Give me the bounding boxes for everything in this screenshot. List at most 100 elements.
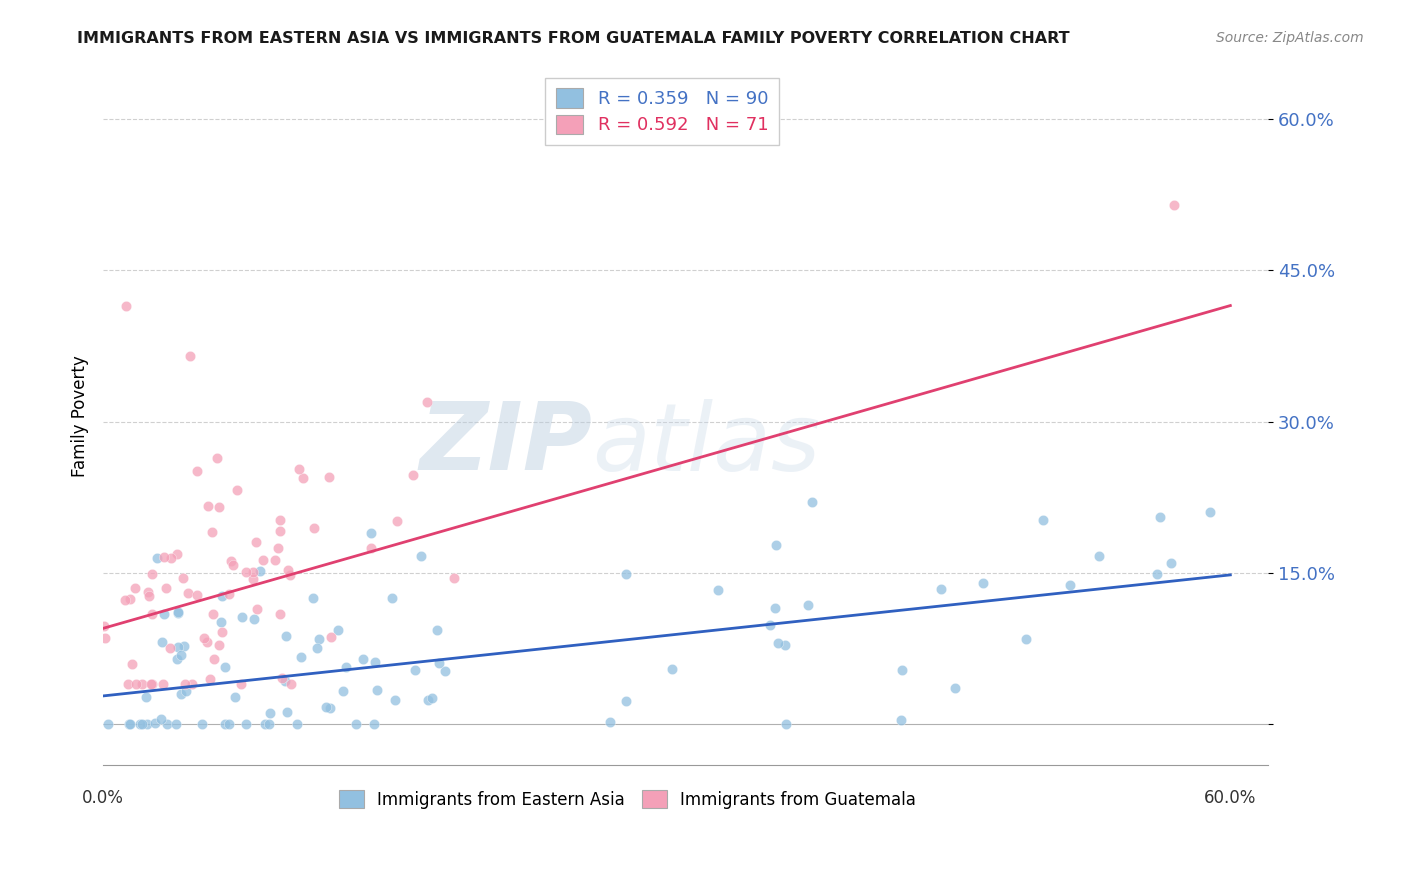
Point [434, 665, 457, 679]
Point [121, 657, 143, 671]
Point [153, 549, 176, 564]
Point [1032, 513, 1054, 527]
Point [167, 640, 190, 655]
Point [166, 651, 188, 665]
Point [218, 717, 240, 731]
Point [765, 538, 787, 552]
Point [706, 583, 728, 598]
Point [972, 576, 994, 591]
Point [344, 717, 367, 731]
Point [146, 551, 169, 566]
Point [136, 585, 159, 599]
Point [186, 464, 208, 478]
Point [270, 671, 292, 685]
Point [443, 571, 465, 585]
Point [616, 694, 638, 708]
Text: atlas: atlas [592, 399, 821, 490]
Point [97, 717, 120, 731]
Point [150, 712, 173, 726]
Point [420, 691, 443, 706]
Point [763, 601, 786, 615]
Point [155, 581, 177, 595]
Point [264, 553, 287, 567]
Point [173, 640, 195, 654]
Point [153, 607, 176, 622]
Point [301, 591, 323, 606]
Point [202, 607, 225, 622]
Point [193, 631, 215, 645]
Point [150, 634, 173, 648]
Point [773, 638, 796, 652]
Point [114, 592, 136, 607]
Point [93, 631, 115, 645]
Point [141, 607, 163, 621]
Point [661, 662, 683, 676]
Point [172, 571, 194, 585]
Point [225, 483, 247, 497]
Point [165, 717, 187, 731]
Point [174, 677, 197, 691]
Point [890, 713, 912, 727]
Point [290, 649, 312, 664]
Point [269, 524, 291, 538]
Point [426, 623, 449, 637]
Point [929, 582, 952, 597]
Point [352, 652, 374, 666]
Point [363, 717, 385, 731]
Point [211, 625, 233, 640]
Point [318, 470, 340, 484]
Point [167, 605, 190, 619]
Point [141, 567, 163, 582]
Point [1199, 504, 1222, 518]
Point [219, 554, 242, 568]
Point [1059, 577, 1081, 591]
Point [180, 677, 202, 691]
Point [115, 299, 138, 313]
Point [257, 717, 280, 731]
Point [118, 717, 141, 731]
Point [360, 525, 382, 540]
Point [211, 589, 233, 603]
Point [599, 715, 621, 730]
Point [328, 624, 350, 638]
Point [229, 677, 252, 691]
Point [197, 500, 219, 514]
Point [1087, 549, 1109, 564]
Point [243, 612, 266, 626]
Point [245, 535, 267, 549]
Point [135, 690, 157, 704]
Point [274, 674, 297, 689]
Point [176, 586, 198, 600]
Point [224, 690, 246, 705]
Point [93, 619, 115, 633]
Point [267, 541, 290, 556]
Point [152, 677, 174, 691]
Point [129, 717, 152, 731]
Y-axis label: Family Poverty: Family Poverty [72, 356, 89, 477]
Point [218, 587, 240, 601]
Point [208, 638, 231, 652]
Point [800, 495, 823, 509]
Point [167, 606, 190, 620]
Point [291, 471, 314, 485]
Point [427, 656, 450, 670]
Point [1163, 197, 1185, 211]
Point [319, 701, 342, 715]
Point [166, 547, 188, 561]
Point [246, 601, 269, 615]
Point [186, 588, 208, 602]
Point [302, 521, 325, 535]
Point [124, 581, 146, 595]
Point [141, 677, 163, 691]
Point [249, 564, 271, 578]
Point [411, 549, 433, 564]
Point [231, 610, 253, 624]
Point [174, 684, 197, 698]
Point [259, 706, 281, 721]
Legend: Immigrants from Eastern Asia, Immigrants from Guatemala: Immigrants from Eastern Asia, Immigrants… [332, 783, 922, 815]
Point [280, 677, 302, 691]
Point [170, 648, 193, 663]
Point [195, 635, 218, 649]
Point [402, 468, 425, 483]
Point [191, 717, 214, 731]
